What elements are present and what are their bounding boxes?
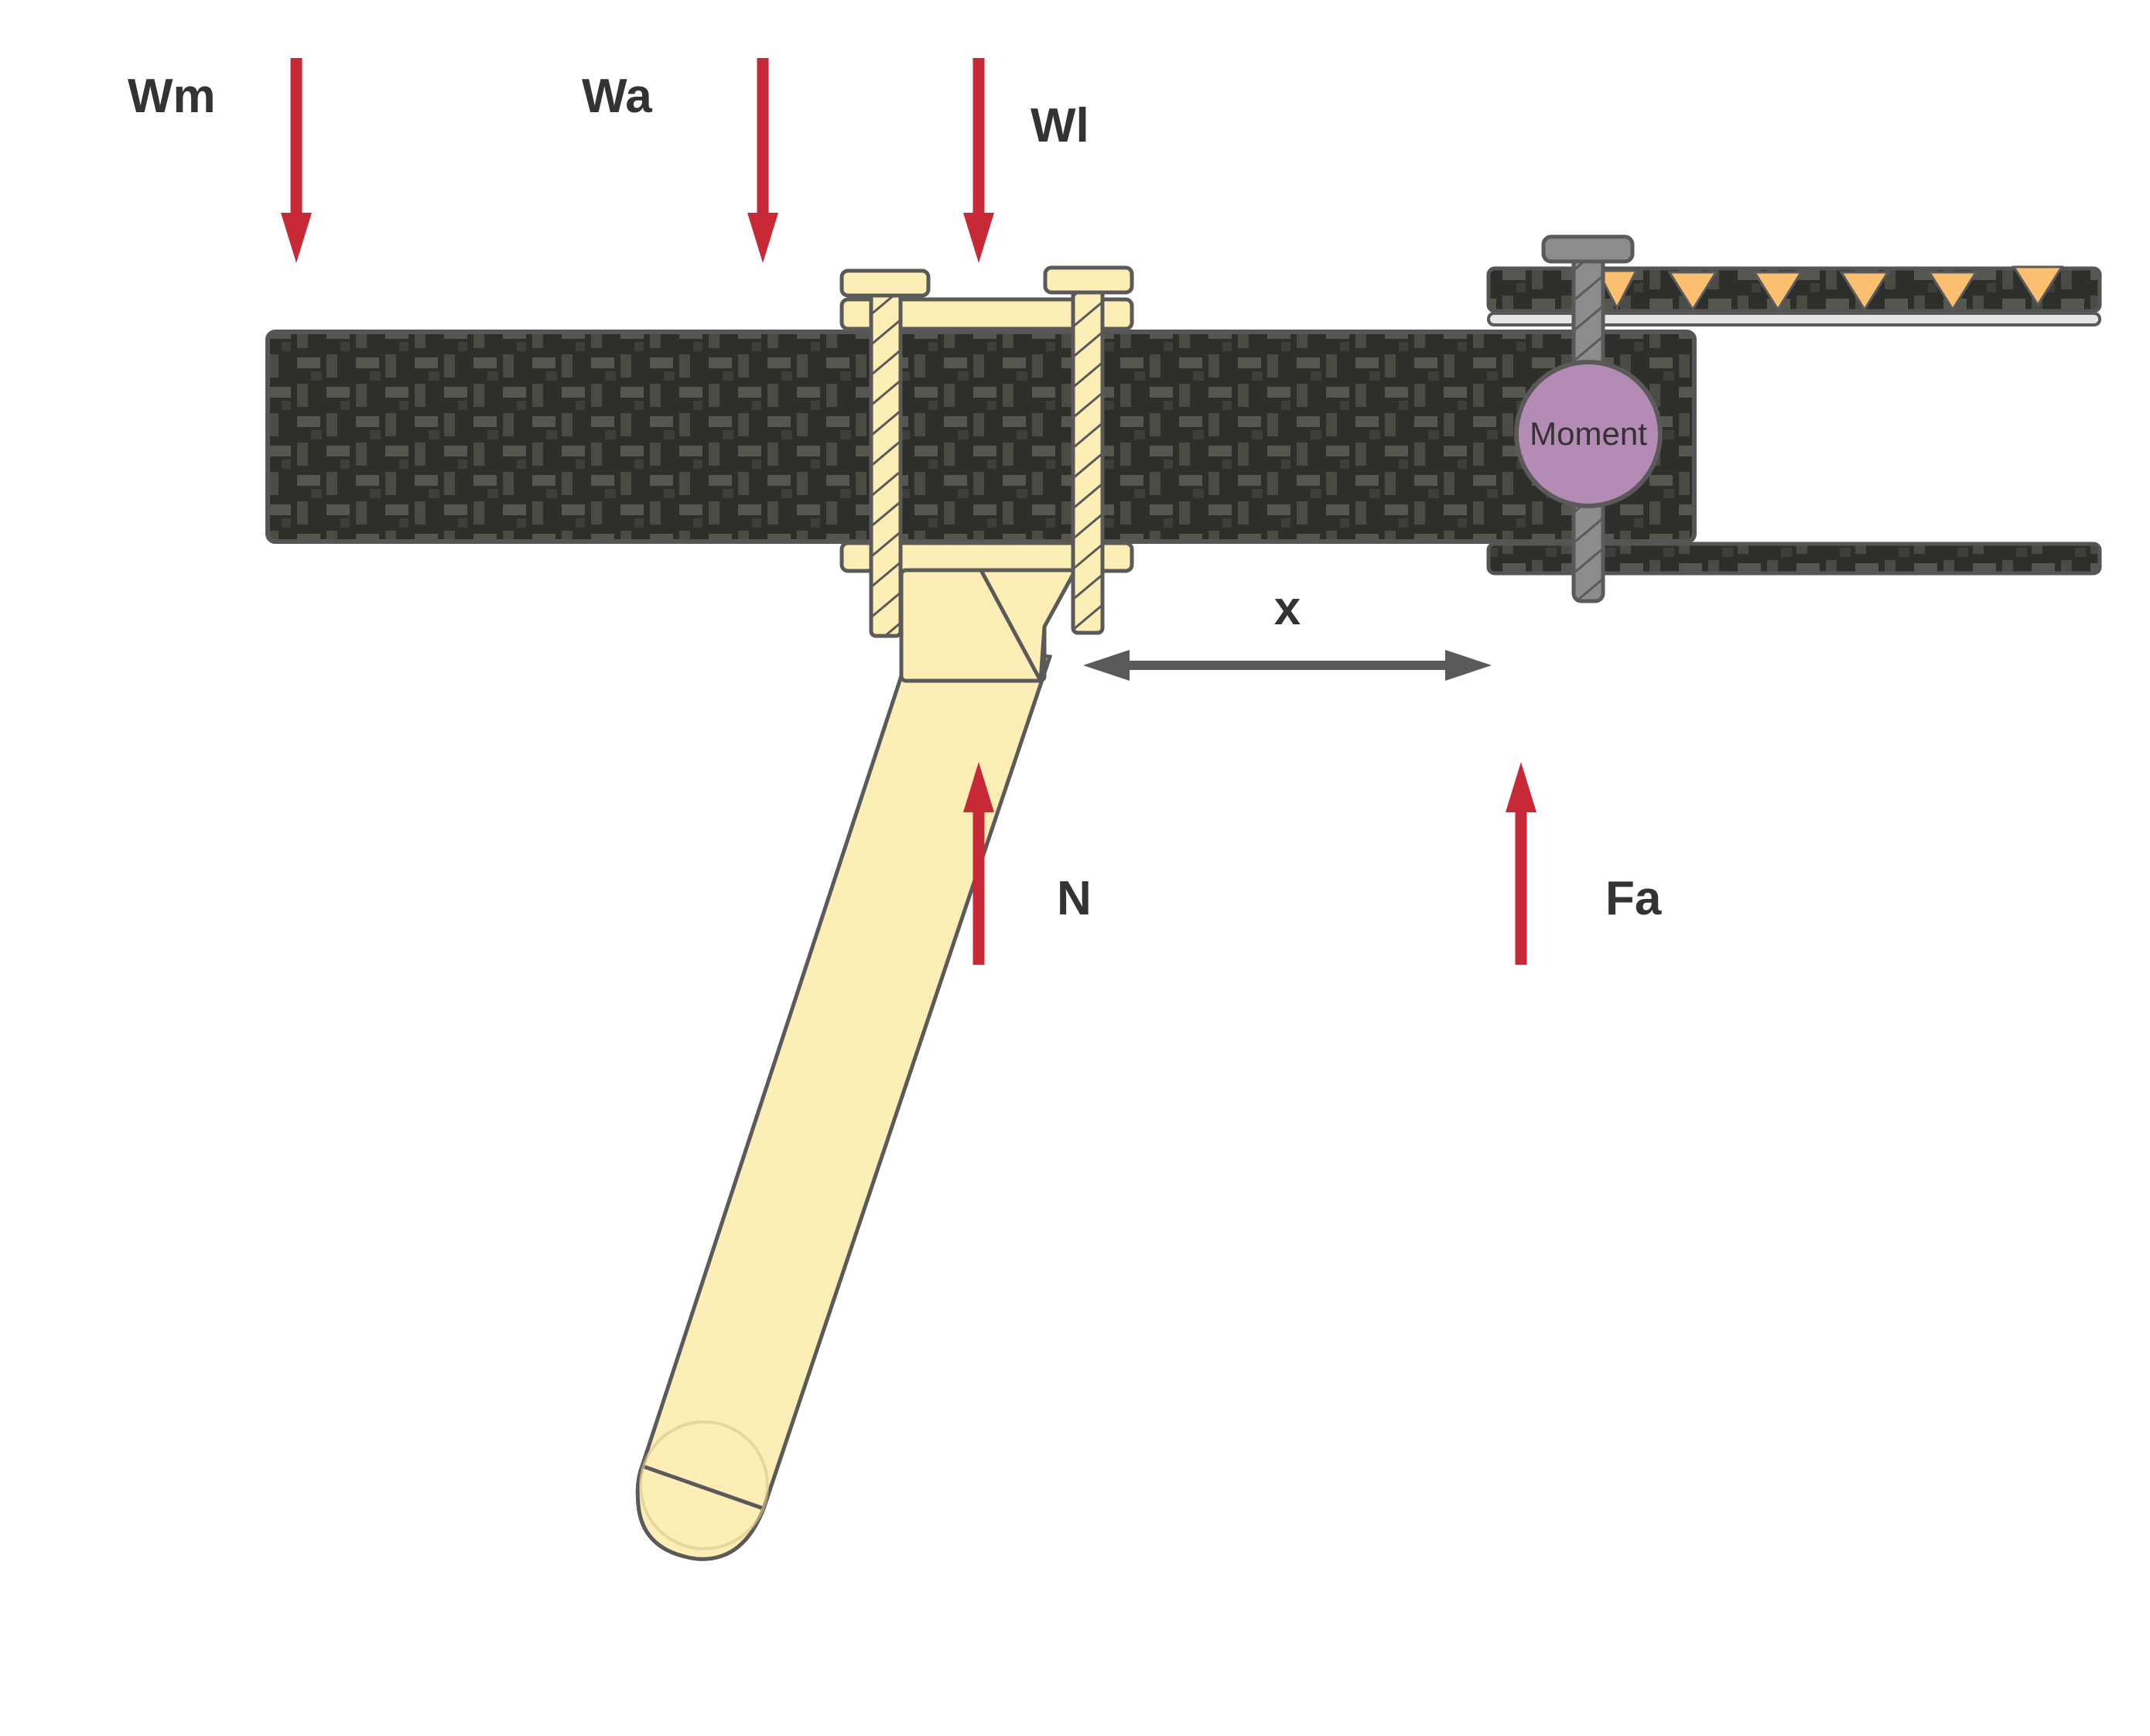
bolt-left-head [839, 268, 931, 298]
force-wa: Wa [582, 58, 778, 263]
moment-label: Moment [1530, 415, 1647, 452]
wm-label: Wm [128, 70, 216, 123]
tooth [1839, 271, 1890, 312]
arrowhead [1506, 762, 1536, 812]
moment-marker: Moment [1514, 360, 1663, 508]
bolt-right-shaft [1071, 288, 1105, 635]
tooth [1595, 269, 1639, 311]
dimension-x: x [1083, 582, 1492, 681]
main-beam [265, 330, 1697, 544]
bracket-rail [1487, 312, 2101, 326]
n-label: N [1057, 872, 1092, 925]
leg-end-shadow [639, 1420, 769, 1550]
pivot-bolt-head [1541, 234, 1635, 264]
clamp [839, 265, 1134, 688]
dimension-arrowhead-left [1083, 650, 1130, 681]
leg-end-line [641, 1464, 764, 1511]
dimension-arrowhead-right [1445, 650, 1492, 681]
leg-shaft [635, 636, 1053, 1561]
force-wl: Wl [963, 58, 1089, 263]
force-n: N [963, 762, 1092, 965]
x-label: x [1274, 582, 1301, 635]
fa-label: Fa [1605, 872, 1662, 925]
clamp-wedge [977, 568, 1079, 688]
tooth [1752, 271, 1803, 312]
tooth [1927, 271, 1978, 312]
wl-label: Wl [1031, 99, 1089, 152]
bolt-left-shaft [869, 288, 903, 638]
bolt-right-head [1043, 265, 1134, 295]
bracket-bottom-strip [1486, 542, 2102, 576]
circle-icon [1514, 360, 1663, 508]
tooth [2012, 265, 2064, 307]
arrowhead [963, 762, 994, 812]
force-wm: Wm [128, 58, 312, 263]
leg [635, 636, 1053, 1561]
teeth [1595, 265, 2064, 312]
arrowhead [747, 213, 778, 263]
arrowhead [281, 213, 312, 263]
wa-label: Wa [582, 70, 652, 123]
arrowhead [963, 213, 994, 263]
clamp-top-plate [839, 297, 1134, 331]
tooth [1667, 271, 1718, 312]
force-fa: Fa [1506, 762, 1662, 965]
